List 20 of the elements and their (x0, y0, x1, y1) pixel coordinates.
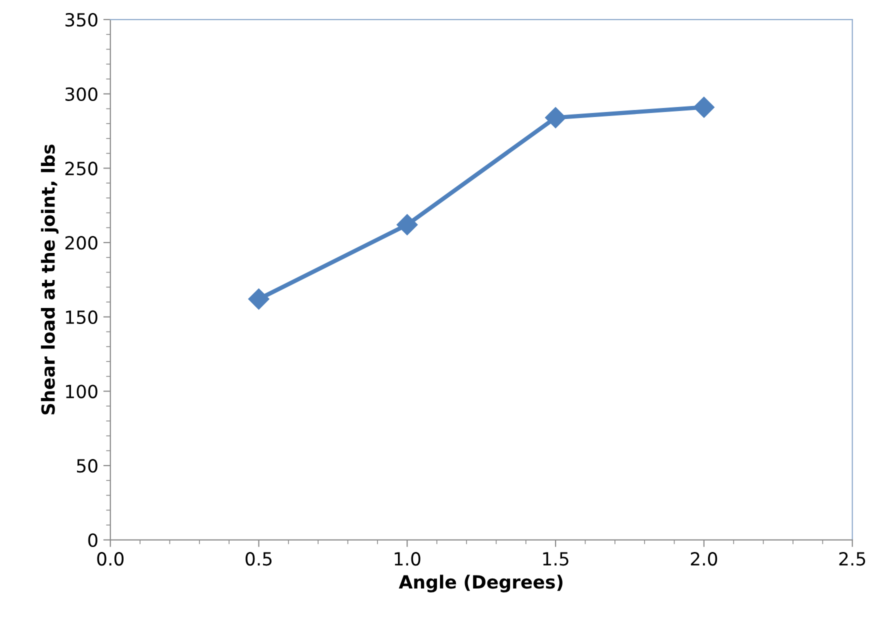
x-tick-label: 1.5 (543, 552, 568, 566)
point (545, 107, 566, 128)
x-tick-label: 1.0 (394, 552, 420, 566)
point (248, 288, 270, 310)
y-tick-label: 0 (88, 533, 98, 548)
y-tick-label: 100 (66, 384, 98, 398)
y-axis-title: Shear load at the joint, lbs (40, 144, 59, 414)
x-tick-label: 2.0 (690, 552, 718, 566)
y-tick-label: 350 (65, 12, 98, 27)
y-tick-label: 150 (66, 310, 98, 324)
y-tick-label: 50 (76, 459, 98, 473)
x-tick-label: 0.0 (97, 552, 124, 566)
y-tick-label: 200 (65, 236, 98, 250)
y-tick-label: 300 (65, 87, 98, 101)
point (693, 96, 714, 118)
x-tick-label: 2.5 (839, 552, 866, 566)
point (396, 214, 418, 236)
y-tick-label: 250 (65, 162, 98, 176)
x-tick-label: 0.5 (246, 552, 272, 566)
x-axis-title: Angle (Degrees) (398, 574, 562, 592)
